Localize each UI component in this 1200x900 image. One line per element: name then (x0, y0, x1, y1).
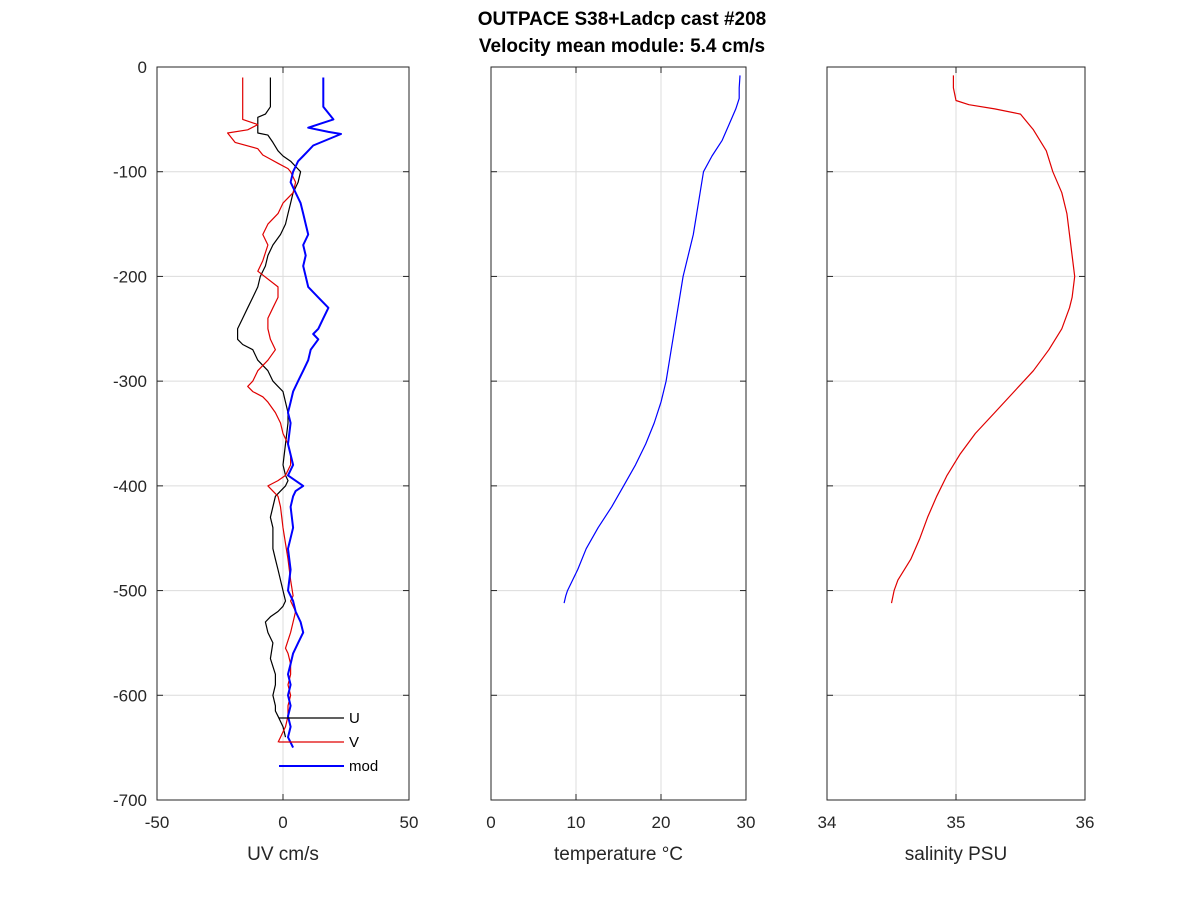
y-tick-label: 0 (138, 58, 147, 77)
x-axis-label: salinity PSU (905, 844, 1007, 865)
x-axis-label: temperature °C (554, 844, 683, 865)
y-tick-label: -500 (113, 582, 147, 601)
mod-series-line (287, 77, 342, 749)
axes-frame (490, 66, 747, 801)
y-tick-label: -100 (113, 163, 147, 182)
x-tick-label: 34 (818, 813, 837, 832)
x-axis-label: UV cm/s (247, 844, 319, 865)
y-tick-label: -300 (113, 372, 147, 391)
figure-title-line2: Velocity mean module: 5.4 cm/s (479, 36, 765, 57)
salinity-panel: 34 35 36 salinity PSU (818, 66, 1095, 865)
legend-label-u: U (349, 710, 360, 727)
x-tick-label: 30 (737, 813, 756, 832)
y-tick-label: -700 (113, 791, 147, 810)
x-tick-label: 10 (567, 813, 586, 832)
x-tick-label: 50 (400, 813, 419, 832)
v-series-line (227, 77, 297, 743)
u-series-line (237, 77, 302, 738)
profile-series-line (890, 75, 1076, 604)
legend-label-mod: mod (349, 758, 378, 775)
y-tick-label: -600 (113, 686, 147, 705)
figure-title-line1: OUTPACE S38+Ladcp cast #208 (478, 9, 766, 30)
y-tick-label: -400 (113, 477, 147, 496)
y-tick-label: -200 (113, 267, 147, 286)
x-tick-label: 36 (1076, 813, 1095, 832)
temperature-panel: 0 10 20 30 temperature °C (486, 66, 756, 865)
x-tick-label: 35 (947, 813, 966, 832)
x-tick-label: 0 (486, 813, 495, 832)
profile-series-line (563, 75, 741, 604)
x-tick-label: 20 (652, 813, 671, 832)
x-tick-label: 0 (278, 813, 287, 832)
x-tick-label: -50 (145, 813, 170, 832)
legend-label-v: V (349, 734, 359, 751)
